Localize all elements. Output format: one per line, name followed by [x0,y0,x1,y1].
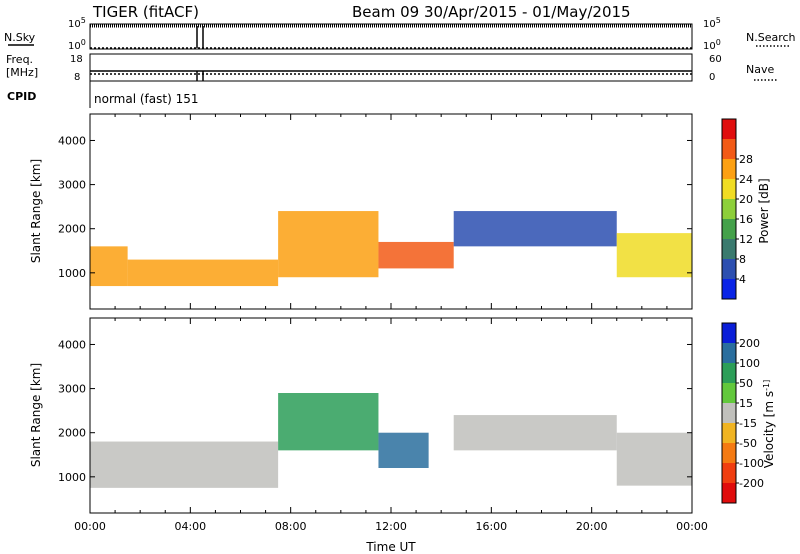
velocity-colorbar-segment [722,423,736,444]
power-colorbar-segment [722,179,736,200]
velocity-y-tick-label: 2000 [58,427,86,440]
power-y-tick-label: 4000 [58,134,86,147]
power-colorbar-segment [722,259,736,280]
nsky-tick-high: 105 [68,16,86,30]
power-y-axis-label: Slant Range [km] [29,159,43,263]
freq-tick-low: 8 [74,72,80,83]
nsky-label: N.Sky [4,31,36,44]
velocity-colorbar-tick-label: 200 [739,337,760,350]
power-data-area [90,211,692,287]
nsearch-label: N.Search [746,31,796,44]
velocity-x-tick-label: 16:00 [475,520,507,533]
radar-title: TIGER (fitACF) [92,3,199,21]
nsearch-tick-low: 100 [703,38,721,52]
nsky-tick-low: 100 [68,38,86,52]
velocity-x-tick-label: 00:00 [74,520,106,533]
nsky-frame [89,23,693,50]
velocity-x-tick-label: 08:00 [275,520,307,533]
nave-tick-high: 60 [709,54,722,65]
velocity-y-axis-label: Slant Range [km] [29,363,43,467]
velocity-colorbar-tick-label: 50 [739,377,753,390]
power-colorbar-tick-label: 24 [739,173,753,186]
velocity-x-tick-label: 20:00 [576,520,608,533]
freq-label-line1: Freq. [6,53,33,66]
velocity-colorbar-segment [722,363,736,384]
power-colorbar-segment [722,279,736,300]
power-colorbar-tick-label: 8 [739,253,746,266]
power-colorbar: 4 8 12 16 20 24 28 [721,118,753,300]
power-colorbar-frame [721,118,737,300]
power-region [127,259,279,287]
velocity-colorbar-segment [722,483,736,504]
nave-tick-low: 0 [709,72,715,83]
cpid-text: normal (fast) 151 [94,92,198,106]
freq-panel: 18 8 60 0 Freq. [MHz] Nave [6,53,778,83]
velocity-y-tick-label: 1000 [58,471,86,484]
velocity-colorbar-frame [721,322,737,504]
velocity-colorbar-tick-label: -100 [739,457,764,470]
velocity-colorbar: 200 100 50 15 -15 -50 -100 -200 [721,322,764,504]
velocity-region [616,432,692,486]
power-region [378,241,454,269]
velocity-colorbar-segment [722,383,736,404]
cpid-panel: CPID normal (fast) 151 [7,81,198,108]
freq-frame [89,53,693,82]
velocity-x-tick-label: 12:00 [375,520,407,533]
velocity-region [90,441,279,488]
beam-date-title: Beam 09 30/Apr/2015 - 01/May/2015 [352,3,631,21]
power-colorbar-tick-label: 12 [739,233,753,246]
power-region [453,211,617,247]
velocity-region [278,393,379,451]
velocity-region [453,415,617,451]
power-y-tick-label: 1000 [58,267,86,280]
velocity-colorbar-tick-label: -15 [739,417,757,430]
power-region [616,233,692,278]
power-region [90,246,128,287]
power-colorbar-tick-label: 28 [739,153,753,166]
power-panel: 1000 2000 3000 4000 Slant Range [km] 4 8 12 16… [29,113,771,310]
velocity-colorbar-segment [722,343,736,364]
power-colorbar-segment [722,239,736,260]
velocity-colorbar-segment [722,403,736,424]
velocity-panel: 1000 2000 3000 4000 00:00 04:00 08:00 12:00 16:… [29,317,776,554]
velocity-colorbar-segment [722,443,736,464]
velocity-colorbar-tick-label: -200 [739,477,764,490]
velocity-colorbar-tick-label: -50 [739,437,757,450]
nsearch-tick-high: 105 [703,16,721,30]
power-colorbar-segment [722,119,736,140]
velocity-colorbar-segment [722,463,736,484]
power-colorbar-segment [722,219,736,240]
power-colorbar-tick-label: 4 [739,273,746,286]
velocity-data-area [90,393,692,488]
power-colorbar-label: Power [dB] [757,178,771,243]
power-colorbar-segment [722,139,736,160]
power-colorbar-tick-label: 20 [739,193,753,206]
velocity-x-tick-label: 04:00 [174,520,206,533]
velocity-colorbar-tick-label: 100 [739,357,760,370]
x-axis-label: Time UT [365,540,416,554]
power-colorbar-segment [722,159,736,180]
velocity-x-tick-label: 00:00 [676,520,708,533]
cpid-label: CPID [7,90,36,103]
freq-label-line2: [MHz] [6,66,38,79]
nave-label: Nave [746,63,774,76]
freq-tick-high: 18 [70,54,83,65]
velocity-y-tick-label: 4000 [58,338,86,351]
velocity-y-tick-label: 3000 [58,383,86,396]
power-colorbar-segment [722,199,736,220]
velocity-colorbar-label: Velocity [m s-1] [762,380,776,468]
power-y-tick-label: 3000 [58,179,86,192]
velocity-colorbar-segment [722,323,736,344]
power-region [278,211,379,278]
nsky-panel: 105 100 105 100 N.Sky N.Search [4,16,796,52]
power-y-tick-label: 2000 [58,223,86,236]
velocity-region [378,432,429,468]
velocity-colorbar-tick-label: 15 [739,397,753,410]
power-colorbar-tick-label: 16 [739,213,753,226]
